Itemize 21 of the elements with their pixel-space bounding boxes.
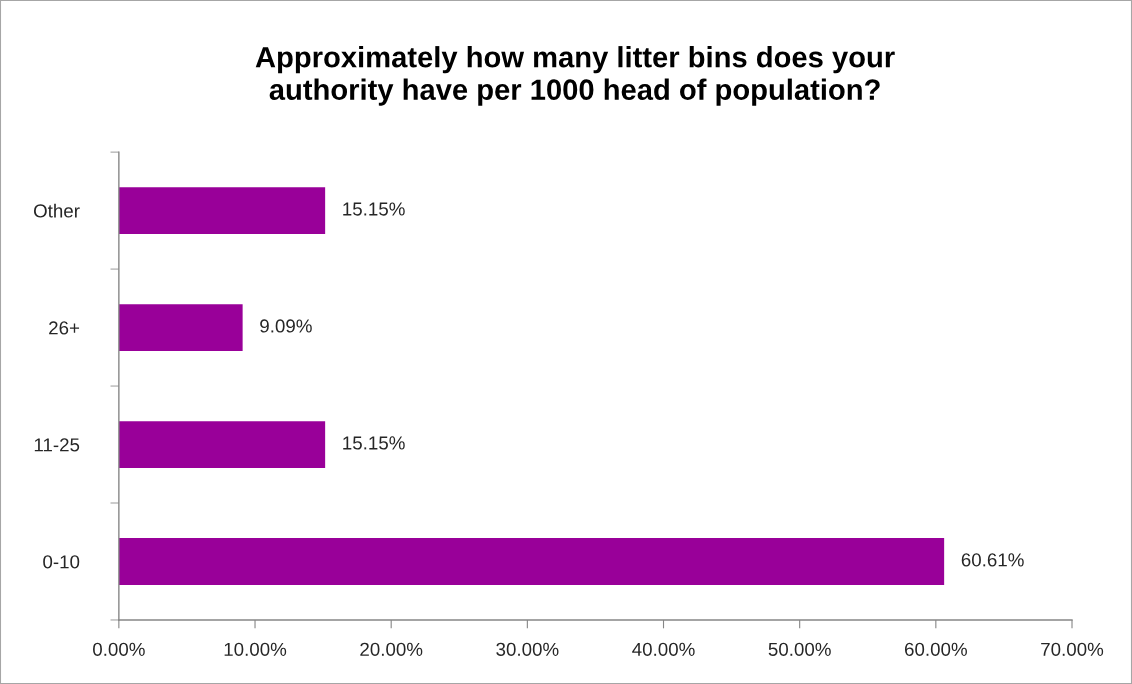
data-label: 15.15% (343, 436, 405, 450)
y-tick-label: 26+ (49, 321, 80, 335)
y-tick-label: 0-10 (43, 555, 80, 569)
x-tick-label: 40.00% (632, 642, 695, 656)
chart-title: Approximately how many litter bins does your authority have per 1000 head of population? (255, 46, 895, 106)
bar (118, 187, 326, 234)
x-tick-label: 70.00% (1041, 642, 1104, 656)
data-label: 9.09% (260, 319, 312, 333)
data-label: 60.61% (961, 553, 1024, 567)
y-tick-label: Other (33, 203, 80, 218)
bar (118, 421, 326, 468)
x-tick-label: 50.00% (768, 642, 831, 656)
bar (118, 538, 945, 585)
bar (118, 304, 243, 351)
x-tick-label: 0.00% (93, 642, 145, 656)
data-label: 15.15% (343, 202, 405, 216)
x-tick-label: 30.00% (496, 642, 559, 656)
y-tick-label: 11-25 (34, 438, 80, 452)
x-tick-label: 10.00% (224, 642, 287, 656)
x-tick-label: 60.00% (905, 642, 967, 656)
x-tick-label: 20.00% (360, 642, 423, 656)
